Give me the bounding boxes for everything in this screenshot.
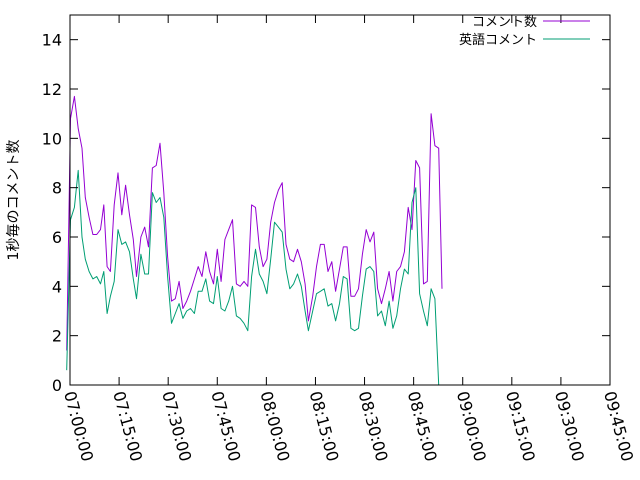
y-tick-label: 12 bbox=[42, 80, 62, 99]
y-tick-label: 14 bbox=[42, 31, 62, 50]
y-axis-label: 1秒毎のコメント数 bbox=[6, 140, 22, 261]
plot-frame bbox=[69, 14, 611, 386]
legend: コメント数 英語コメント bbox=[459, 15, 590, 48]
y-tick-label: 4 bbox=[52, 277, 62, 296]
legend-label-series-2: 英語コメント bbox=[459, 32, 537, 48]
legend-label-series-1: コメント数 bbox=[472, 15, 537, 30]
y-tick-label: 0 bbox=[52, 376, 62, 395]
y-tick-label: 2 bbox=[52, 327, 62, 346]
y-axis: 0 2 4 6 8 10 12 14 bbox=[42, 31, 610, 395]
series-line-1 bbox=[66, 95, 443, 351]
y-tick-label: 6 bbox=[52, 228, 62, 247]
y-tick-label: 10 bbox=[42, 129, 62, 148]
series-line-2 bbox=[66, 169, 440, 386]
series-layer bbox=[66, 95, 443, 386]
y-tick-label: 8 bbox=[52, 179, 62, 198]
